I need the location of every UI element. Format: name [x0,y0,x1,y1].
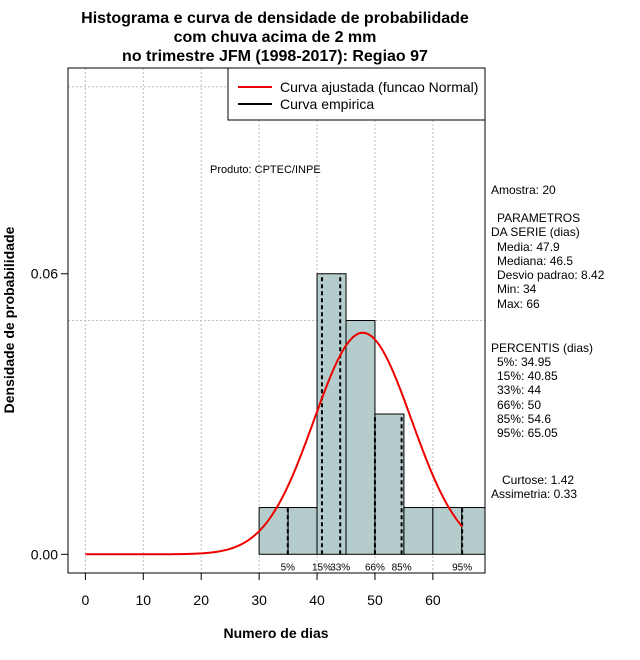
x-tick-label: 30 [251,592,267,608]
histogram-bar [287,507,318,555]
x-tick-label: 40 [309,592,325,608]
percentile-label: 85% [392,562,412,573]
median-value: Mediana: 46.5 [497,254,573,268]
percentile-label: 5% [281,562,296,573]
percentile-33: 33%: 44 [497,383,541,397]
percentile-label: 95% [452,562,472,573]
product-annotation: Produto: CPTEC/INPE [210,164,321,176]
statistics-panel: Amostra: 20 PARAMETROS DA SERIE (dias) M… [491,183,605,501]
chart-title-line-2: com chuva acima de 2 mm [174,29,377,46]
std-dev-value: Desvio padrao: 8.42 [497,268,605,282]
chart-title-line-1: Histograma e curva de densidade de proba… [81,10,469,27]
percentile-label: 33% [330,562,350,573]
histogram-bar [403,507,434,555]
y-axis-label: Densidade de probabilidade [1,226,17,413]
percentile-66: 66%: 50 [497,398,541,412]
legend-empirical-label: Curva empirica [280,96,374,112]
normal-curve-path [85,331,463,556]
skewness-value: Assimetria: 0.33 [491,487,577,501]
y-tick-label: 0.06 [31,266,58,282]
mean-value: Media: 47.9 [497,240,560,254]
sample-size: Amostra: 20 [491,183,556,197]
histogram-bar [432,507,463,555]
percentile-lines: 5% 15%33% 66% 85% 95% [281,273,472,573]
legend: Curva ajustada (funcao Normal) Curva emp… [227,67,486,121]
x-tick-label: 20 [193,592,209,608]
x-tick-label: 0 [81,592,89,608]
histogram-bar [461,507,486,555]
x-axis-label: Numero de dias [223,625,328,641]
parameters-title: PARAMETROS [497,211,580,225]
min-value: Min: 34 [497,282,537,296]
histogram-bar [374,413,405,555]
percentile-85: 85%: 54.6 [497,412,551,426]
kurtosis-value: Curtose: 1.42 [502,473,574,487]
histogram-bar [345,320,376,555]
x-tick-label: 60 [425,592,441,608]
percentile-5: 5%: 34.95 [497,355,551,369]
parameters-subtitle: DA SERIE (dias) [491,225,580,239]
normal-curve [85,331,463,556]
percentile-label: 15% [312,562,332,573]
percentiles-title: PERCENTIS (dias) [491,341,593,355]
percentile-label: 66% [365,562,385,573]
x-tick-label: 50 [367,592,383,608]
chart-title-line-3: no trimestre JFM (1998-2017): Regiao 97 [122,48,428,65]
grid [68,68,485,573]
max-value: Max: 66 [497,297,540,311]
y-tick-label: 0.00 [31,546,58,562]
histogram-bar [258,507,289,555]
legend-normal-label: Curva ajustada (funcao Normal) [280,79,478,95]
percentile-95: 95%: 65.05 [497,426,558,440]
axes: 0 10 20 30 40 50 60 0.00 0.06 [31,266,441,608]
legend-box [227,67,486,121]
x-tick-label: 10 [136,592,152,608]
percentile-15: 15%: 40.85 [497,369,558,383]
